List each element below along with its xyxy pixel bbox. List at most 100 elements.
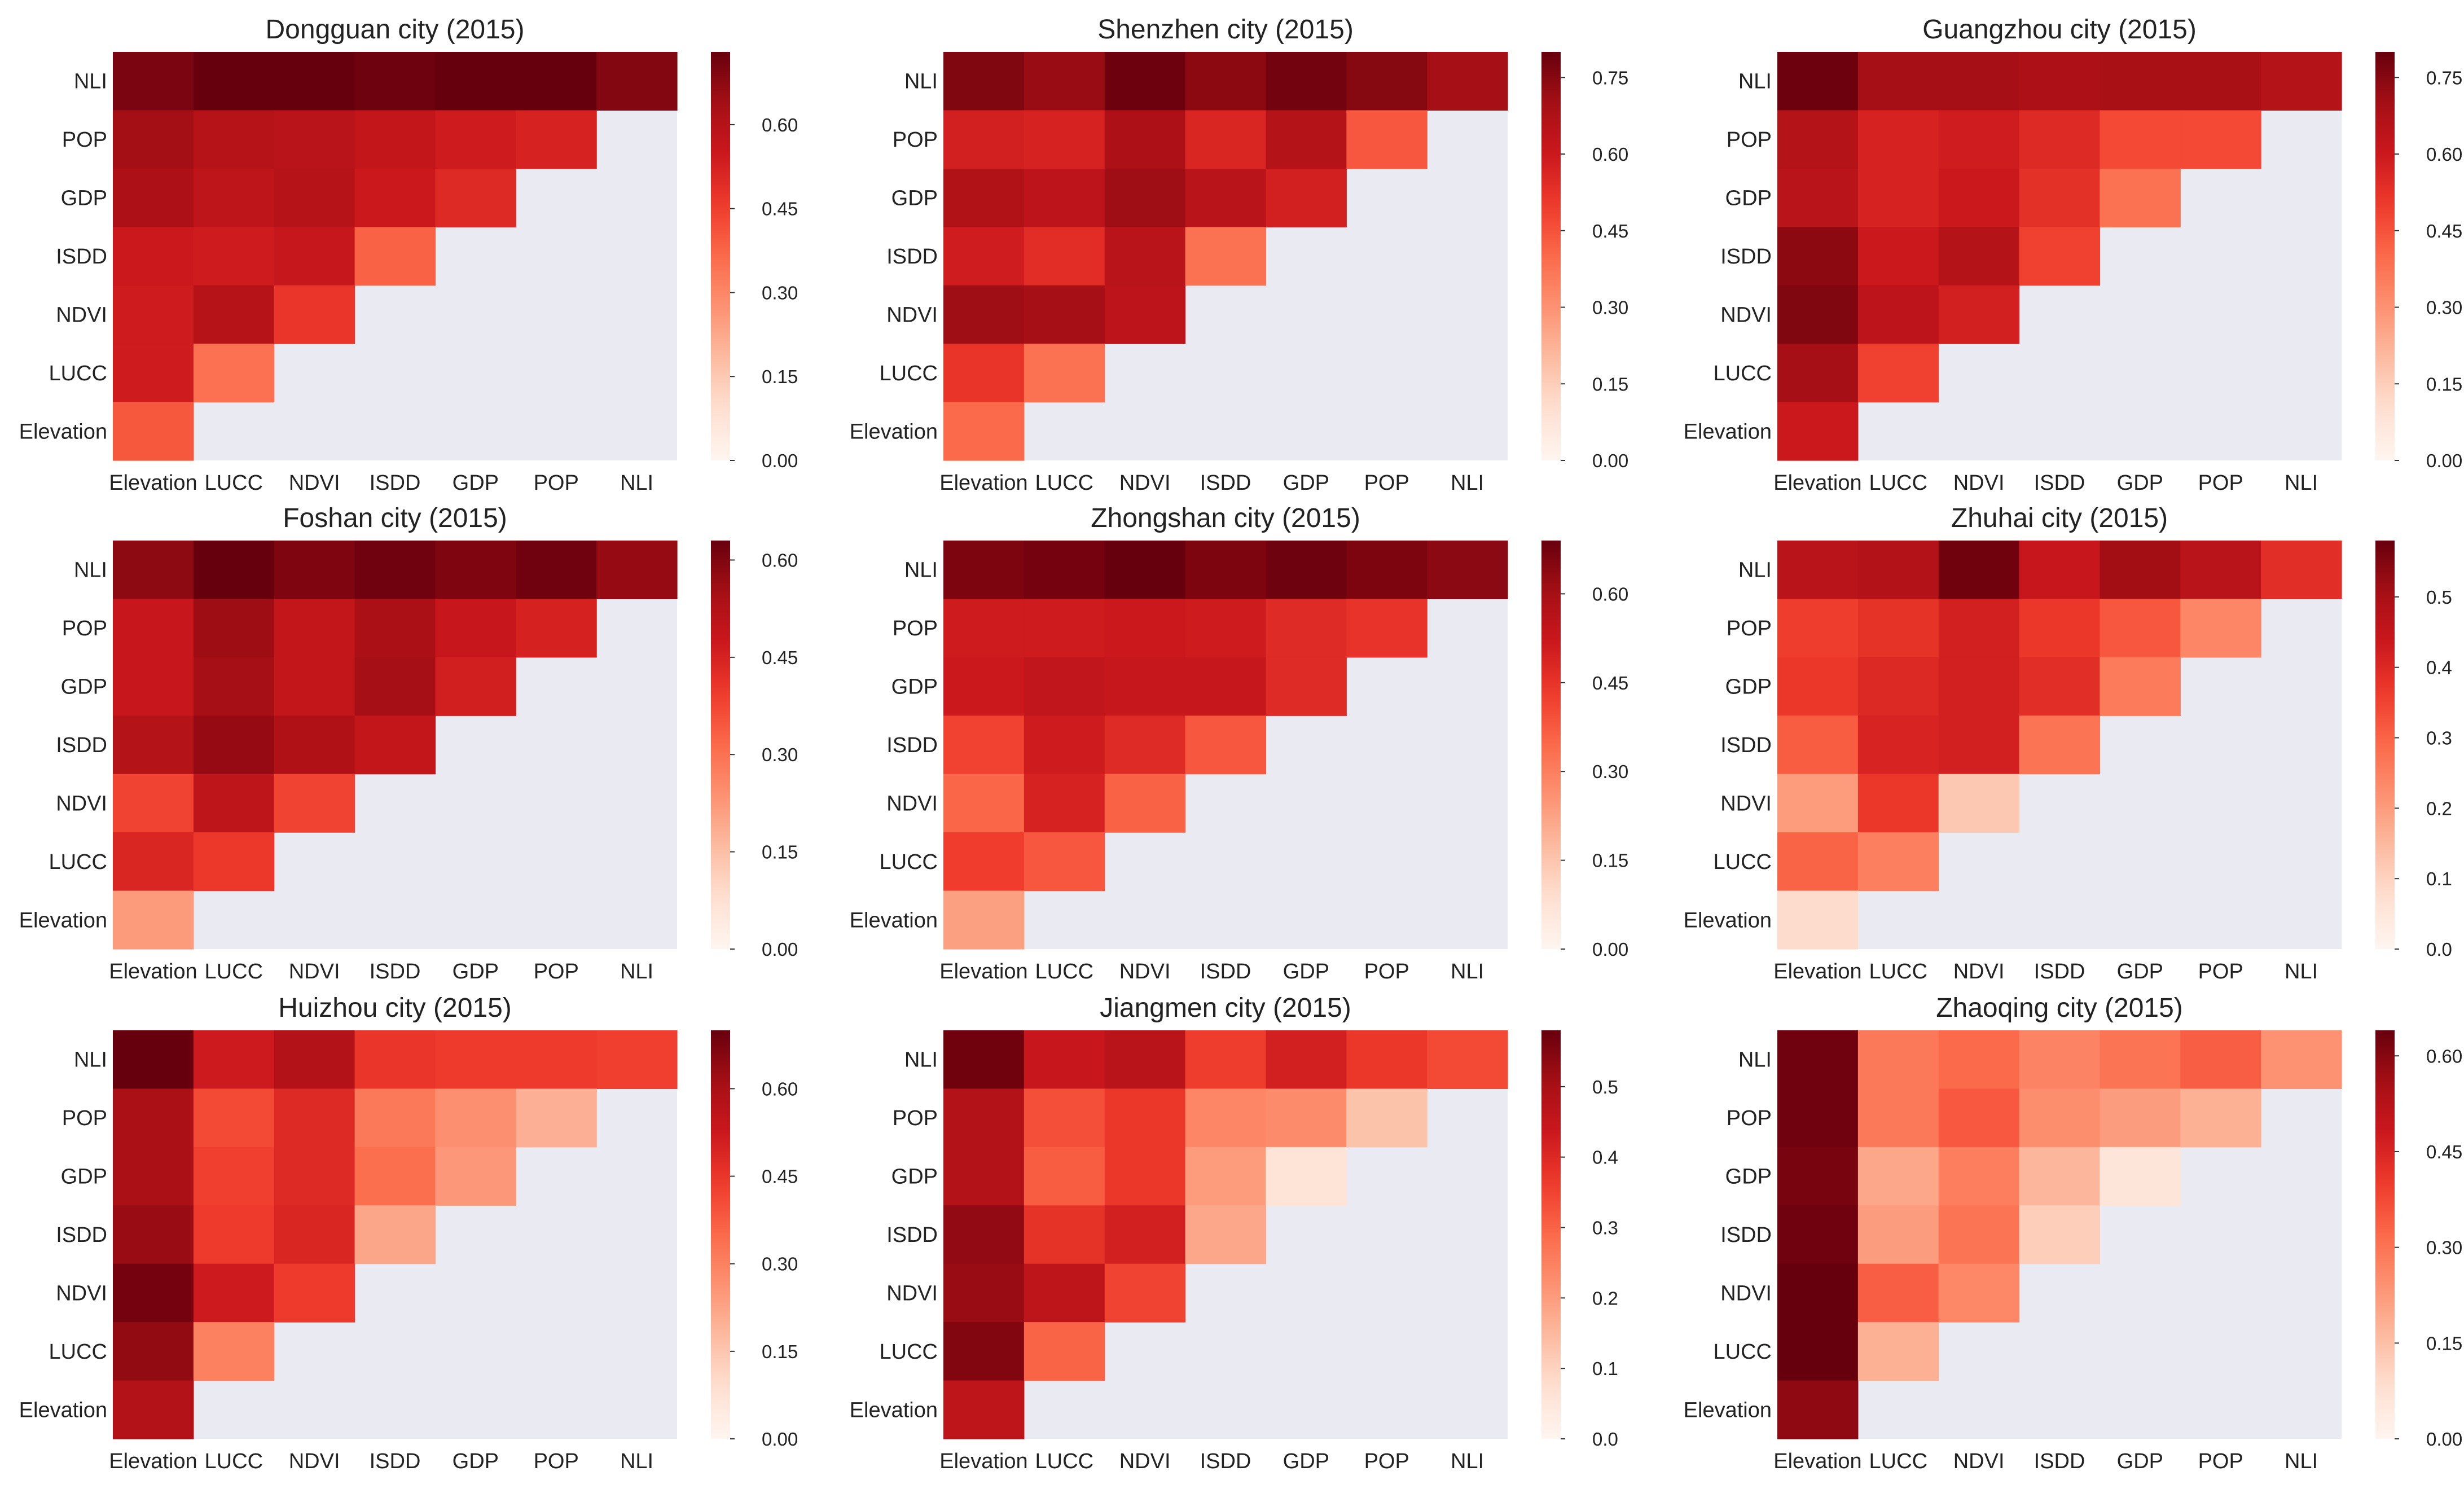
heatmap-cell [2100,52,2181,111]
x-tick-label: NLI [1451,960,1484,983]
heatmap-cell [1104,1030,1186,1090]
heatmap-cell [354,599,436,658]
heatmap-cell [943,168,1025,227]
x-tick-label: Elevation [939,1450,1027,1473]
y-tick-label: NLI [74,1048,107,1072]
heatmap-cell [1346,599,1428,658]
heatmap-cell [113,1263,194,1323]
heatmap-cell [1024,110,1105,169]
heatmap-cell [1857,1147,1939,1206]
panel-title: Foshan city (2015) [283,503,507,533]
heatmap-cell [1266,52,1347,111]
heatmap-cell [1024,1263,1105,1323]
y-tick-label: Elevation [1684,420,1772,443]
heatmap-cell [1185,599,1267,658]
colorbar-tick-label: 0.1 [1592,1358,1618,1379]
heatmap-cell [1266,1030,1347,1090]
x-tick-label: Elevation [1773,960,1861,983]
colorbar [2375,52,2395,460]
heatmap-cell [435,110,516,169]
y-tick-label: POP [1727,1106,1772,1130]
y-tick-label: ISDD [56,1223,107,1247]
colorbar-tick-label: 0.30 [1592,761,1628,782]
heatmap-cell [1427,52,1508,111]
y-tick-label: ISDD [1720,734,1772,757]
heatmap-cell [2180,541,2261,600]
heatmap-cell [435,541,516,600]
heatmap-panel: Jiangmen city (2015) NLI POP GDP ISDD NDVI LUC… [850,993,1618,1473]
y-tick-label: POP [62,1106,107,1130]
x-tick-label: Elevation [939,471,1027,495]
y-tick-label: GDP [1725,675,1772,699]
heatmap-cell [516,110,597,169]
x-tick-label: NDVI [1953,960,2005,983]
heatmap-cell [193,715,275,775]
x-tick-label: LUCC [205,471,263,495]
heatmap-cell [1104,1263,1186,1323]
x-tick-label: GDP [2117,960,2163,983]
heatmap-cell [2100,541,2181,600]
heatmap-cell [193,1205,275,1264]
panel-title: Guangzhou city (2015) [1922,15,2197,45]
heatmap-cell [943,774,1025,833]
panel-title: Huizhou city (2015) [278,993,512,1023]
x-tick-label: NLI [620,471,653,495]
heatmap-cell [943,599,1025,658]
heatmap-cell [113,1380,194,1439]
heatmap-cell [2100,1088,2181,1148]
heatmap-cell [1938,52,2020,111]
x-tick-label: GDP [1283,471,1329,495]
heatmap-cell [354,657,436,716]
heatmap-cell [435,168,516,227]
heatmap-cell [943,1030,1025,1090]
heatmap-panel: Zhuhai city (2015) NLI POP GDP ISDD NDVI LUCC E… [1684,503,2452,983]
y-tick-label: GDP [891,675,938,699]
heatmap-cell [274,1030,355,1090]
y-tick-label: Elevation [850,908,938,932]
heatmap-cell [193,227,275,286]
panel-title: Shenzhen city (2015) [1097,15,1354,45]
x-tick-label: ISDD [370,960,421,983]
x-tick-label: ISDD [370,1450,421,1473]
x-tick-label: ISDD [2034,1450,2085,1473]
colorbar-tick-label: 0.0 [1592,1429,1618,1450]
y-tick-label: NDVI [886,303,938,327]
heatmap-cell [1938,1263,2020,1323]
heatmap-cell [1266,599,1347,658]
x-tick-label: NDVI [1119,471,1171,495]
heatmap-cell [1857,168,1939,227]
y-tick-label: NDVI [1720,303,1772,327]
heatmap-cell [113,832,194,892]
heatmap-cell [596,52,678,111]
colorbar-tick-label: 0.3 [2426,728,2452,749]
heatmap-cell [1777,599,1859,658]
heatmap-cell [943,832,1025,892]
heatmap-cell [1104,52,1186,111]
heatmap-cell [1185,52,1267,111]
heatmap-cell [2019,1147,2101,1206]
heatmap-cell [943,1380,1025,1439]
colorbar-tick-label: 0.15 [2426,1333,2462,1354]
y-tick-label: LUCC [1714,362,1772,385]
heatmap-cell [113,344,194,403]
heatmap-cell [274,285,355,344]
y-tick-label: NLI [1738,559,1772,582]
heatmap-cell [943,344,1025,403]
heatmap-cell [1104,1205,1186,1264]
heatmap-cell [2019,227,2101,286]
heatmap-cell [354,1088,436,1148]
heatmap-cell [354,168,436,227]
colorbar-tick-label: 0.30 [1592,297,1628,318]
heatmap-cell [435,1088,516,1148]
heatmap-cell [274,1263,355,1323]
x-tick-label: NDVI [289,1450,340,1473]
y-tick-label: GDP [61,675,107,699]
heatmap-cell [435,657,516,716]
heatmap-cell [2019,1088,2101,1148]
heatmap-cell [2180,1088,2261,1148]
heatmap-cell [1857,541,1939,600]
heatmap-cell [2100,1030,2181,1090]
heatmap-cell [354,52,436,111]
colorbar [1541,52,1561,460]
x-tick-label: Elevation [109,960,197,983]
